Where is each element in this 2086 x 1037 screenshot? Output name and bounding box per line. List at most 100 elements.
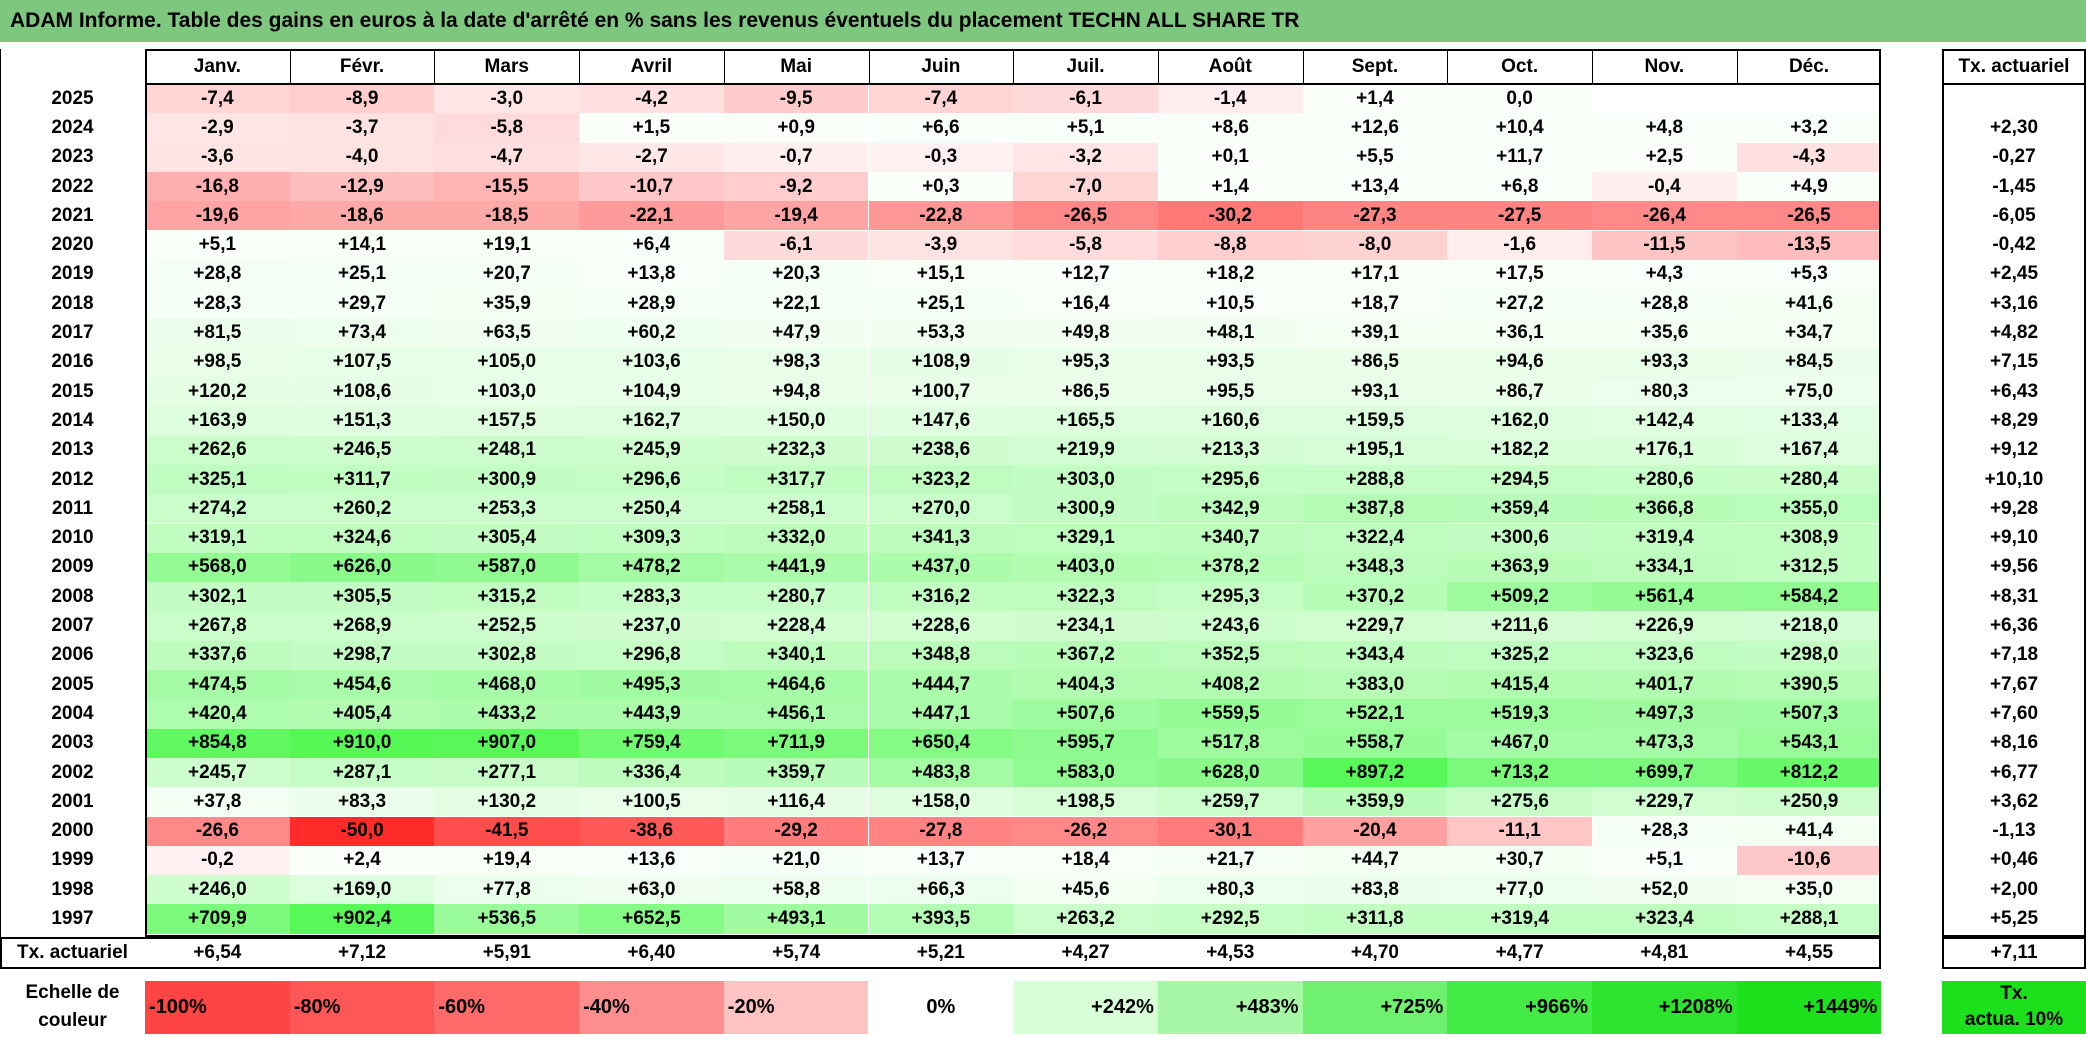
gain-cell: +262,6 bbox=[145, 435, 290, 465]
gain-cell: +383,0 bbox=[1302, 670, 1448, 700]
gain-cell: +323,2 bbox=[868, 464, 1014, 495]
gain-cell: -3,0 bbox=[434, 84, 580, 114]
scale-swatch: -40% bbox=[579, 981, 724, 1034]
rate-header: Tx. actuariel bbox=[1958, 55, 2070, 77]
year-label: 2023 bbox=[51, 146, 94, 168]
column-divider bbox=[723, 49, 725, 84]
gain-cell: +340,1 bbox=[723, 640, 869, 670]
column-divider bbox=[1447, 49, 1449, 84]
column-divider bbox=[289, 49, 291, 84]
gain-cell: +305,4 bbox=[434, 523, 580, 553]
gain-cell: +341,3 bbox=[868, 523, 1014, 553]
gain-cell: +296,8 bbox=[579, 640, 724, 670]
gain-cell: +6,4 bbox=[579, 230, 724, 260]
footer-cell: +7,12 bbox=[337, 941, 387, 963]
rate-cell: +7,60 bbox=[1989, 702, 2039, 724]
rate-cell: -6,05 bbox=[1992, 204, 2036, 226]
gain-cell: +157,5 bbox=[434, 406, 580, 436]
gain-cell: +29,7 bbox=[289, 289, 435, 319]
gain-cell: +352,5 bbox=[1157, 640, 1303, 670]
gain-cell: +229,7 bbox=[1592, 787, 1737, 817]
header-divider bbox=[1942, 83, 2086, 85]
gain-cell: +21,0 bbox=[723, 845, 869, 876]
gain-cell: +405,4 bbox=[289, 699, 435, 729]
gain-cell: +35,9 bbox=[434, 289, 580, 319]
footer-cell: +6,54 bbox=[193, 941, 242, 963]
gain-cell: -0,7 bbox=[723, 142, 869, 172]
scale-swatch: +966% bbox=[1447, 981, 1592, 1034]
gain-cell: +302,1 bbox=[145, 582, 290, 612]
gain-cell: +63,5 bbox=[434, 318, 580, 348]
rate-cell: +9,10 bbox=[1989, 527, 2039, 549]
gain-cell: +47,9 bbox=[723, 318, 869, 348]
gain-cell: +10,5 bbox=[1157, 289, 1303, 319]
year-label: 2020 bbox=[51, 234, 94, 256]
month-header: Avril bbox=[630, 55, 673, 77]
column-divider bbox=[1736, 49, 1738, 84]
year-label: 2022 bbox=[51, 175, 94, 197]
gain-cell: +19,1 bbox=[434, 230, 580, 260]
scale-swatch: 0% bbox=[868, 981, 1014, 1034]
rate-cell: +8,31 bbox=[1989, 585, 2039, 607]
gain-cell: +37,8 bbox=[145, 787, 290, 817]
gain-cell: +263,2 bbox=[1013, 904, 1158, 934]
gain-cell: +13,7 bbox=[868, 845, 1014, 876]
rate-cell: +0,46 bbox=[1989, 849, 2039, 871]
gain-cell: -2,9 bbox=[145, 113, 290, 143]
gain-cell: +252,5 bbox=[434, 611, 580, 641]
gain-cell: +253,3 bbox=[434, 494, 580, 524]
gain-cell: +495,3 bbox=[579, 670, 724, 700]
gain-cell: -26,5 bbox=[1736, 201, 1882, 231]
gain-cell: +0,1 bbox=[1157, 142, 1303, 172]
year-column-border bbox=[0, 49, 1, 937]
gain-cell: +478,2 bbox=[579, 552, 724, 583]
gain-cell: +63,0 bbox=[579, 875, 724, 905]
gain-cell: +319,4 bbox=[1447, 904, 1592, 934]
gain-cell: +95,3 bbox=[1013, 347, 1158, 377]
footer-rate: +7,11 bbox=[1990, 941, 2038, 963]
gain-cell: +34,7 bbox=[1736, 318, 1882, 348]
gain-cell: +300,9 bbox=[1013, 494, 1158, 524]
gain-cell: +4,8 bbox=[1592, 113, 1737, 143]
gain-cell: +536,5 bbox=[434, 904, 580, 934]
gain-cell bbox=[1592, 84, 1737, 114]
rate-cell: +9,28 bbox=[1989, 497, 2039, 519]
gain-cell: +294,5 bbox=[1447, 464, 1592, 495]
gain-cell: +280,6 bbox=[1592, 464, 1737, 495]
gain-cell: +759,4 bbox=[579, 728, 724, 758]
gain-cell: -29,2 bbox=[723, 816, 869, 846]
gain-cell: +16,4 bbox=[1013, 289, 1158, 319]
gain-cell: -26,5 bbox=[1013, 201, 1158, 231]
column-divider bbox=[868, 49, 870, 84]
gain-cell: +28,8 bbox=[1592, 289, 1737, 319]
column-divider bbox=[1013, 49, 1015, 84]
gain-cell: -41,5 bbox=[434, 816, 580, 846]
gain-cell: +0,9 bbox=[723, 113, 869, 143]
gain-cell: -38,6 bbox=[579, 816, 724, 846]
gain-cell: +35,6 bbox=[1592, 318, 1737, 348]
year-label: 2007 bbox=[51, 615, 94, 637]
gain-cell: -10,6 bbox=[1736, 845, 1882, 876]
gain-cell: +652,5 bbox=[579, 904, 724, 934]
rate-cell: -0,42 bbox=[1992, 234, 2036, 256]
gain-cell: +86,5 bbox=[1013, 377, 1158, 407]
gain-cell: +13,8 bbox=[579, 259, 724, 290]
gain-cell: -26,2 bbox=[1013, 816, 1158, 846]
gain-cell: +12,6 bbox=[1302, 113, 1448, 143]
gain-cell: -19,6 bbox=[145, 201, 290, 231]
gain-cell: +302,8 bbox=[434, 640, 580, 670]
gain-cell: +93,1 bbox=[1302, 377, 1448, 407]
gain-cell: +60,2 bbox=[579, 318, 724, 348]
gain-cell: +246,0 bbox=[145, 875, 290, 905]
gain-cell: +150,0 bbox=[723, 406, 869, 436]
year-label: 2025 bbox=[51, 87, 94, 109]
gain-cell: -4,2 bbox=[579, 84, 724, 114]
gain-cell: +245,7 bbox=[145, 757, 290, 788]
rate-cell: +9,56 bbox=[1989, 556, 2039, 578]
gain-cell: +454,6 bbox=[289, 670, 435, 700]
rate-cell: +3,62 bbox=[1989, 790, 2039, 812]
gain-cell: +6,6 bbox=[868, 113, 1014, 143]
month-header: Juil. bbox=[1066, 55, 1105, 77]
scale-swatch: +242% bbox=[1013, 981, 1158, 1034]
gain-cell: +280,7 bbox=[723, 582, 869, 612]
